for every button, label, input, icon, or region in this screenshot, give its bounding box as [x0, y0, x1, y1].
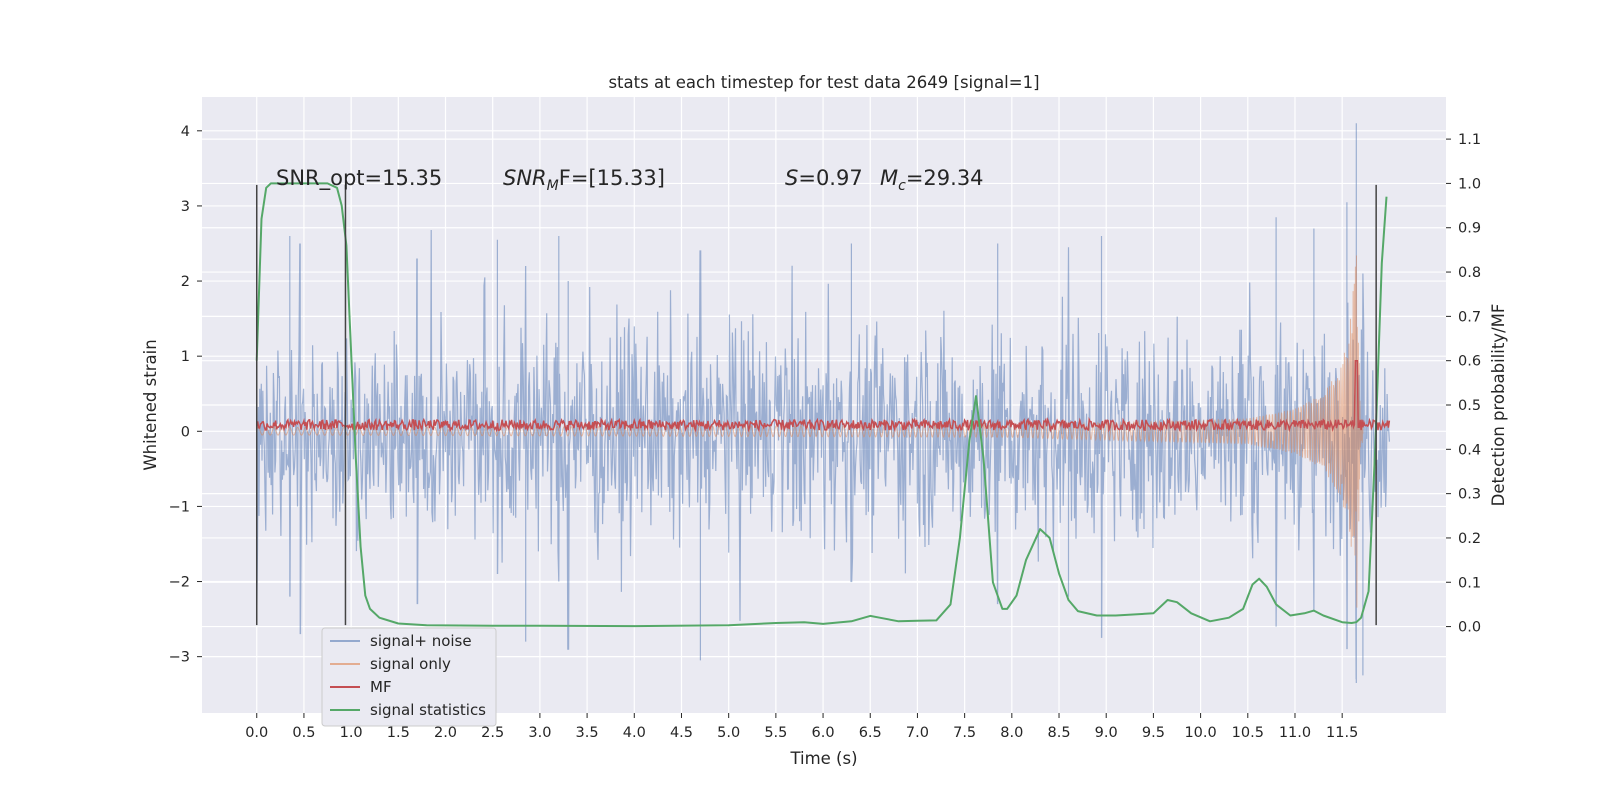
annotation-s: S=0.97 [785, 166, 863, 190]
vertical-markers [255, 184, 1377, 626]
y-left-tick-label: −3 [169, 650, 190, 666]
x-tick-label: 6.5 [859, 725, 882, 741]
y-right-tick-label: 0.4 [1458, 442, 1481, 458]
y-right-tick-label: 0.8 [1458, 265, 1481, 281]
annotation-s-rest: =0.97 [798, 166, 862, 190]
x-tick-label: 7.5 [953, 725, 976, 741]
x-tick-label: 4.0 [623, 725, 646, 741]
x-tick-label: 9.5 [1142, 725, 1165, 741]
annotation-mc-main: M [880, 166, 898, 190]
annotations: SNR_opt=15.35 SNRMF=[15.33] S=0.97 Mc=29… [276, 166, 984, 194]
x-tick-label: 5.5 [764, 725, 787, 741]
y-right-tick-label: 1.1 [1458, 132, 1481, 148]
y-axis-right-label: Detection probability/MF [1489, 304, 1508, 507]
legend: signal+ noise signal only MF signal stat… [321, 627, 497, 727]
y-right-tick-label: 0.3 [1458, 487, 1481, 503]
annotation-snr-mf-sub: M [547, 178, 559, 194]
y-left-tick-label: −2 [169, 575, 190, 591]
series-signal-statistics [255, 182, 1388, 628]
x-tick-label: 10.0 [1184, 725, 1216, 741]
series-mf [255, 359, 1391, 434]
x-tick-label: 4.5 [670, 725, 693, 741]
y-right-tick-label: 0.5 [1458, 398, 1481, 414]
y-right-tick-label: 0.0 [1458, 620, 1481, 636]
x-axis-label: Time (s) [789, 749, 857, 768]
x-tick-label: 9.0 [1095, 725, 1118, 741]
y-left-tick-label: 4 [181, 124, 190, 140]
annotation-mc-rest: =29.34 [906, 166, 984, 190]
legend-label-signal-noise: signal+ noise [370, 632, 472, 650]
grid-lines [202, 97, 1446, 713]
x-tick-label: 2.5 [481, 725, 504, 741]
legend-label-signal-statistics: signal statistics [370, 701, 486, 719]
axes: 0.0 0.5 1.0 1.5 2.0 2.5 3.0 3.5 4.0 4.5 5.0 5.5 6.0 6… [169, 124, 1481, 741]
x-tick-label: 3.5 [576, 725, 599, 741]
annotation-s-main: S [785, 166, 798, 190]
legend-box [321, 627, 497, 727]
y-left-tick-label: 3 [181, 199, 190, 215]
x-tick-label: 10.5 [1232, 725, 1264, 741]
annotation-snr-mf: SNRMF=[15.33] [503, 166, 665, 194]
x-tick-label: 1.0 [340, 725, 363, 741]
chart-title: stats at each timestep for test data 264… [608, 73, 1039, 92]
y-right-tick-label: 0.6 [1458, 354, 1481, 370]
y-right-tick-label: 0.9 [1458, 221, 1481, 237]
x-tick-label: 11.5 [1326, 725, 1358, 741]
x-tick-label: 7.0 [906, 725, 929, 741]
y-right-tick-label: 0.2 [1458, 531, 1481, 547]
series-signal-only [256, 255, 1364, 608]
series-layer [255, 123, 1391, 683]
x-tick-label: 3.0 [528, 725, 551, 741]
y-axis-left-label: Whitened strain [141, 339, 160, 470]
legend-label-mf: MF [370, 678, 392, 696]
annotation-snr-opt: SNR_opt=15.35 [276, 166, 442, 191]
x-tick-label: 0.5 [292, 725, 315, 741]
annotation-snr-mf-main: SNR [503, 166, 547, 190]
x-tick-label: 1.5 [387, 725, 410, 741]
y-left-tick-label: −1 [169, 499, 190, 515]
y-right-tick-label: 0.1 [1458, 575, 1481, 591]
y-right-tick-label: 1.0 [1458, 176, 1481, 192]
x-tick-label: 0.0 [245, 725, 268, 741]
annotation-mc: Mc=29.34 [880, 166, 984, 194]
y-left-tick-label: 0 [181, 424, 190, 440]
x-tick-label: 8.0 [1000, 725, 1023, 741]
x-tick-label: 8.5 [1047, 725, 1070, 741]
y-left-tick-label: 2 [181, 274, 190, 290]
x-tick-label: 11.0 [1279, 725, 1311, 741]
annotation-snr-mf-rest: F=[15.33] [559, 166, 665, 190]
y-left-tick-label: 1 [181, 349, 190, 365]
x-tick-label: 5.0 [717, 725, 740, 741]
annotation-mc-sub: c [898, 178, 906, 194]
legend-label-signal-only: signal only [370, 655, 451, 673]
x-tick-label: 6.0 [812, 725, 835, 741]
x-tick-label: 2.0 [434, 725, 457, 741]
y-right-tick-label: 0.7 [1458, 309, 1481, 325]
